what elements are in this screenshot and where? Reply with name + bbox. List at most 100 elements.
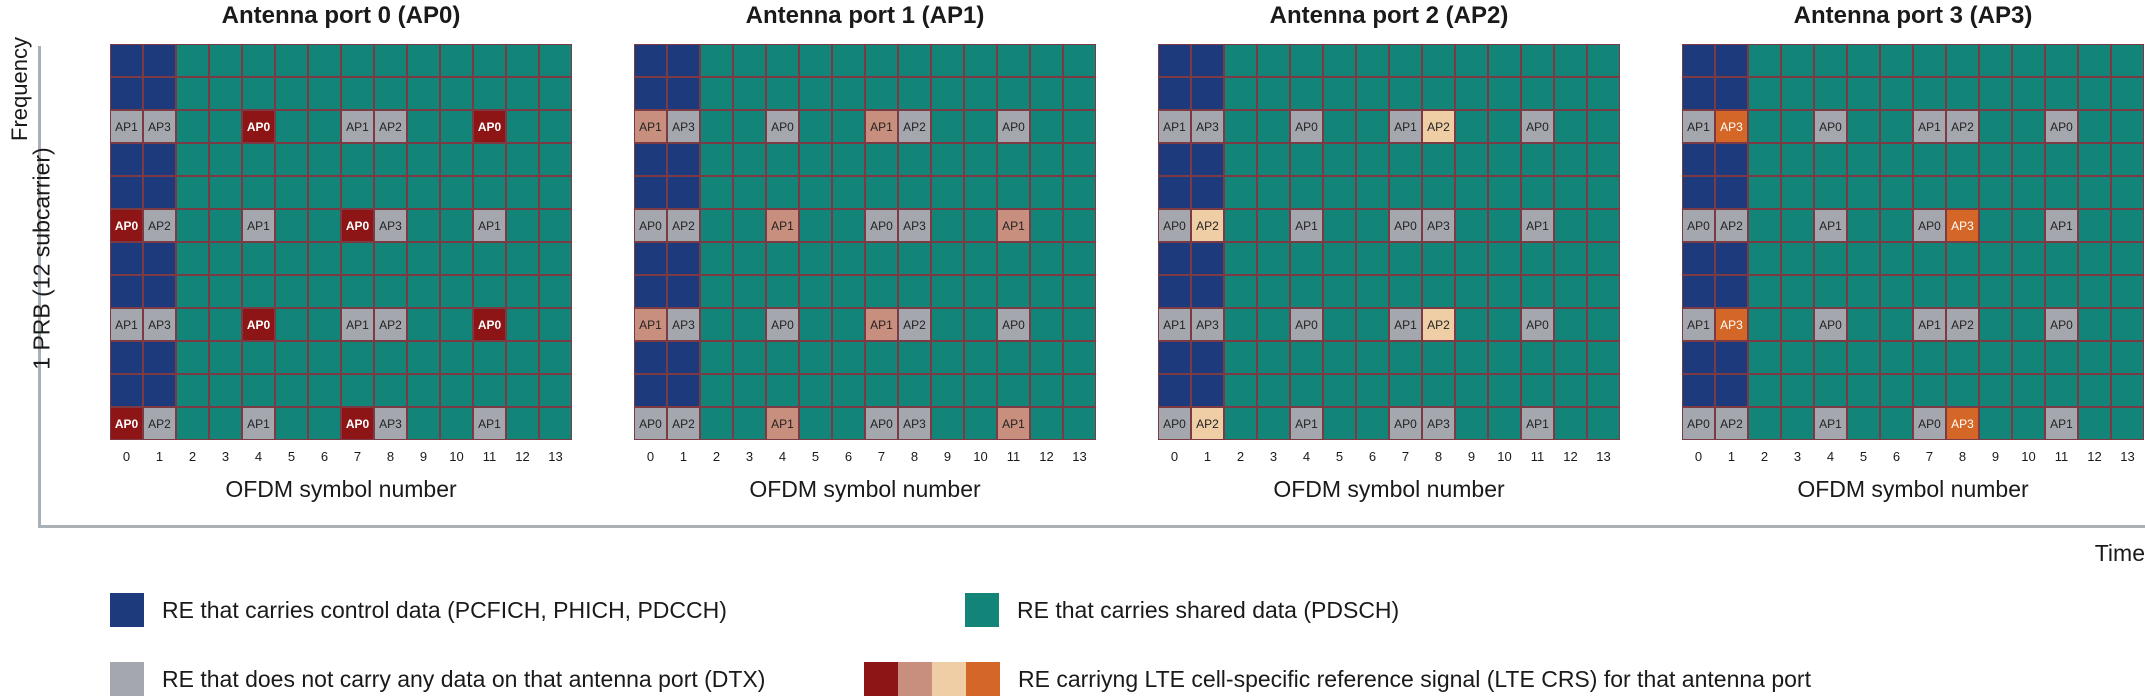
- symbol-number: 7: [1925, 449, 1934, 464]
- shared-re: [209, 407, 242, 440]
- shared-re: [1030, 242, 1063, 275]
- shared-re: [539, 143, 572, 176]
- shared-re: [799, 110, 832, 143]
- symbol-number: 1: [679, 449, 688, 464]
- shared-re: [176, 77, 209, 110]
- dtx-re: AP2: [1946, 308, 1979, 341]
- shared-re: [2012, 44, 2045, 77]
- shared-re: [209, 374, 242, 407]
- shared-re: [2078, 77, 2111, 110]
- shared-re: [832, 110, 865, 143]
- shared-re: [2111, 77, 2144, 110]
- shared-re: [1323, 44, 1356, 77]
- shared-re: [1847, 77, 1880, 110]
- shared-re: [1847, 275, 1880, 308]
- crs-re: AP0: [473, 110, 506, 143]
- dtx-re: AP1: [1682, 110, 1715, 143]
- shared-re: [1748, 308, 1781, 341]
- dtx-re: AP1: [1913, 308, 1946, 341]
- shared-re: [865, 176, 898, 209]
- shared-re: [1488, 143, 1521, 176]
- shared-re: [1781, 143, 1814, 176]
- shared-re: [1521, 176, 1554, 209]
- shared-re: [931, 407, 964, 440]
- control-re: [143, 176, 176, 209]
- symbol-number: 10: [2021, 449, 2036, 464]
- shared-re: [865, 143, 898, 176]
- shared-re: [1257, 143, 1290, 176]
- shared-re: [832, 44, 865, 77]
- shared-re: [766, 275, 799, 308]
- shared-re: [832, 242, 865, 275]
- panel-ap2: Antenna port 2 (AP2) AP1 AP3 AP0 AP1 AP2 AP0 AP…: [1158, 0, 1638, 502]
- shared-re: [275, 176, 308, 209]
- shared-re: [2078, 143, 2111, 176]
- shared-re: [2078, 209, 2111, 242]
- shared-re: [898, 44, 931, 77]
- dtx-re: AP0: [634, 209, 667, 242]
- shared-re: [832, 374, 865, 407]
- crs-re: AP0: [473, 308, 506, 341]
- shared-re: [407, 275, 440, 308]
- shared-re: [1257, 275, 1290, 308]
- control-re: [1682, 77, 1715, 110]
- shared-re: [931, 308, 964, 341]
- shared-re: [209, 110, 242, 143]
- dtx-re: AP2: [374, 110, 407, 143]
- shared-re: [1880, 308, 1913, 341]
- shared-re: [1488, 407, 1521, 440]
- shared-re: [1587, 275, 1620, 308]
- dtx-re: AP0: [865, 209, 898, 242]
- shared-re: [407, 308, 440, 341]
- shared-re: [1587, 143, 1620, 176]
- shared-re: [1290, 143, 1323, 176]
- shared-re: [1488, 176, 1521, 209]
- dtx-re: AP0: [1290, 308, 1323, 341]
- shared-re: [2111, 242, 2144, 275]
- shared-re: [766, 242, 799, 275]
- shared-re: [898, 341, 931, 374]
- shared-re: [1913, 44, 1946, 77]
- shared-re: [374, 275, 407, 308]
- shared-re: [1224, 209, 1257, 242]
- control-re: [667, 143, 700, 176]
- shared-re: [1290, 44, 1323, 77]
- shared-re: [931, 341, 964, 374]
- symbol-number: 9: [419, 449, 428, 464]
- shared-re: [506, 407, 539, 440]
- shared-re: [931, 143, 964, 176]
- shared-re: [275, 44, 308, 77]
- shared-re: [1814, 242, 1847, 275]
- shared-re: [176, 176, 209, 209]
- symbol-number: 6: [320, 449, 329, 464]
- shared-re: [539, 77, 572, 110]
- dtx-re: AP0: [865, 407, 898, 440]
- shared-re: [832, 176, 865, 209]
- shared-re: [832, 341, 865, 374]
- resource-grid: AP1 AP3 AP0 AP1 AP2 AP0 AP0 AP2 AP1 AP0 AP3 AP1 AP1 A…: [1158, 44, 1620, 440]
- shared-re: [1913, 275, 1946, 308]
- shared-re: [1030, 374, 1063, 407]
- shared-re: [766, 341, 799, 374]
- shared-re: [700, 374, 733, 407]
- shared-re: [440, 110, 473, 143]
- shared-re: [1946, 143, 1979, 176]
- shared-re: [308, 407, 341, 440]
- panel-ap1: Antenna port 1 (AP1) AP1 AP3 AP0 AP1 AP2 AP0 AP…: [634, 0, 1114, 502]
- crs-re: AP1: [997, 407, 1030, 440]
- shared-re: [1455, 308, 1488, 341]
- shared-re: [275, 110, 308, 143]
- shared-re: [1323, 341, 1356, 374]
- control-re: [667, 44, 700, 77]
- shared-re: [1847, 44, 1880, 77]
- shared-re: [964, 308, 997, 341]
- shared-re: [407, 77, 440, 110]
- shared-re: [2012, 110, 2045, 143]
- shared-re: [440, 407, 473, 440]
- shared-re: [1979, 275, 2012, 308]
- shared-re: [308, 209, 341, 242]
- shared-re: [733, 374, 766, 407]
- shared-re: [1290, 341, 1323, 374]
- crs-re: AP2: [1191, 407, 1224, 440]
- shared-re: [407, 176, 440, 209]
